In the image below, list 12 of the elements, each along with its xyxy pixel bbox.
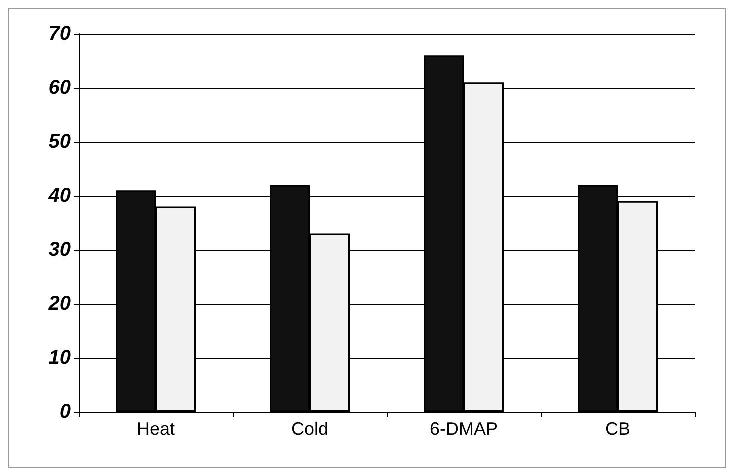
y-tick-label: 20: [48, 293, 71, 315]
y-tick-label: 40: [48, 185, 71, 207]
y-tick-label: 50: [48, 131, 71, 153]
x-tick-label: 6-DMAP: [430, 419, 498, 439]
x-tick-label: Cold: [291, 419, 329, 439]
y-tick-label: 10: [48, 347, 71, 369]
y-tick-label: 30: [48, 239, 71, 261]
y-tick-label: 60: [48, 77, 71, 99]
x-tick-label: CB: [605, 419, 631, 439]
x-tick-label: Heat: [136, 419, 176, 439]
y-tick-label: 0: [60, 401, 71, 423]
y-tick-label: 70: [48, 23, 71, 45]
